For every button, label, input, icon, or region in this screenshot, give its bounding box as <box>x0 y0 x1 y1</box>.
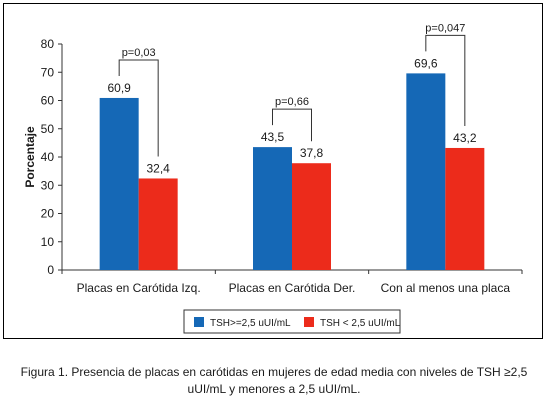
p-value-label: p=0,047 <box>425 22 465 34</box>
bar <box>99 97 139 271</box>
bar <box>138 178 178 270</box>
bar <box>445 147 485 270</box>
y-tick-label: 60 <box>41 94 55 108</box>
y-tick-label: 0 <box>47 263 54 277</box>
legend: TSH>=2,5 uUI/mL TSH < 2,5 uUI/mL <box>183 309 401 334</box>
p-value-bracket <box>425 34 466 126</box>
y-tick-label: 40 <box>41 150 55 164</box>
x-tick-label: Placas en Carótida Izq. <box>77 281 201 295</box>
x-tick-label: Con al menos una placa <box>381 281 511 295</box>
data-label: 69,6 <box>414 56 438 70</box>
figure-caption: Figura 1. Presencia de placas en carótid… <box>0 364 548 398</box>
p-value-bracket <box>118 59 159 157</box>
y-tick-label: 70 <box>41 65 55 79</box>
p-value-bracket <box>272 108 312 142</box>
bar <box>253 147 292 270</box>
data-label: 32,4 <box>146 161 170 175</box>
caption-line-2: uUI/mL y menores a 2,5 uUI/mL. <box>187 382 361 396</box>
y-tick-label: 80 <box>41 37 55 51</box>
bars: 60,9 32,4 43,5 37,8 69,6 43,2 <box>99 56 485 271</box>
p-value-label: p=0,66 <box>275 96 309 108</box>
data-label: 37,8 <box>300 146 324 160</box>
p-value-brackets: p=0,03 p=0,66 p=0,047 <box>118 22 466 157</box>
y-tick-label: 30 <box>41 178 55 192</box>
y-tick-label: 50 <box>41 122 55 136</box>
data-label: 43,2 <box>453 131 477 145</box>
axes: 0 10 20 30 40 50 60 70 80 Porcentaje Placas en Car… <box>23 37 523 295</box>
data-label: 60,9 <box>107 81 131 95</box>
bar <box>292 163 331 270</box>
x-tick-label: Placas en Carótida Der. <box>229 281 356 295</box>
p-value-label: p=0,03 <box>122 47 156 59</box>
legend-label: TSH < 2,5 uUI/mL <box>320 318 401 329</box>
bar <box>406 73 446 270</box>
data-label: 43,5 <box>261 130 285 144</box>
legend-box <box>183 309 401 334</box>
y-tick-label: 20 <box>41 207 55 221</box>
legend-swatch <box>194 317 204 327</box>
y-axis-title: Porcentaje <box>23 126 37 188</box>
bar-chart: 0 10 20 30 40 50 60 70 80 Porcentaje Placas en Car… <box>23 22 523 334</box>
caption-line-1: Figura 1. Presencia de placas en carótid… <box>20 365 528 379</box>
chart-frame: 0 10 20 30 40 50 60 70 80 Porcentaje Placas en Car… <box>3 3 543 339</box>
legend-label: TSH>=2,5 uUI/mL <box>210 318 291 329</box>
legend-swatch <box>304 317 314 327</box>
y-tick-label: 10 <box>41 235 55 249</box>
